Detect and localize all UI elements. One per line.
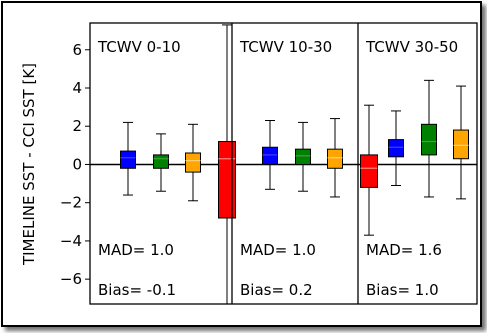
y-tick-label: 0 [72,155,82,173]
box-2 [295,121,311,192]
panel-1: TCWV 0-10 MAD= 1.0 Bias= -0.1 [97,24,236,305]
box-body [360,154,378,188]
y-tick-label: −6 [60,270,82,288]
box-body [185,152,201,173]
boxplot-chart: −6 −4 −2 0 2 4 6 TIMELINE SST - CCI SST [K] TC… [20,22,478,305]
panels: TCWV 0-10 MAD= 1.0 Bias= -0.1 TCWV 10-30 MAD… [97,23,469,305]
box-2 [421,79,437,198]
box-body [295,148,311,165]
box-2 [153,133,169,192]
box-1 [120,121,136,196]
figure-frame: −6 −4 −2 0 2 4 6 TIMELINE SST - CCI SST [K] TC… [1,1,482,327]
box-body [153,154,169,169]
box-3 [327,118,343,198]
bias-label: Bias= 0.2 [240,281,313,299]
box-4 [218,24,236,305]
axes-area [89,22,478,305]
box-4 [360,104,378,236]
box-3 [453,85,469,200]
box-3 [185,123,201,202]
bias-label: Bias= -0.1 [98,281,176,299]
panel-title: TCWV 10-30 [239,38,332,56]
panel-2: TCWV 10-30 MAD= 1.0 Bias= 0.2 [231,23,378,304]
box-body [327,148,343,169]
box-body [262,146,278,165]
panel-3: TCWV 30-50 MAD= 1.6 Bias= 1.0 [357,23,469,304]
mad-label: MAD= 1.0 [240,241,316,259]
y-tick-label: 2 [72,117,82,135]
axes-frame [89,22,478,305]
panel-title: TCWV 30-50 [365,38,458,56]
box-1 [262,119,278,190]
mad-label: MAD= 1.0 [98,241,174,259]
panel-title: TCWV 0-10 [97,38,181,56]
y-tick-label: −4 [60,232,82,250]
mad-label: MAD= 1.6 [366,241,442,259]
y-axis-ticks: −6 −4 −2 0 2 4 6 [60,41,90,288]
box-body [421,123,437,156]
y-tick-label: 6 [72,41,82,59]
box-body [120,150,136,169]
box-1 [388,110,404,186]
box-body [453,129,469,160]
y-tick-label: −2 [60,194,82,212]
y-tick-label: 4 [72,79,82,97]
bias-label: Bias= 1.0 [366,281,439,299]
box-body [388,139,404,158]
box-body [218,141,236,219]
y-axis-label: TIMELINE SST - CCI SST [K] [20,63,38,266]
